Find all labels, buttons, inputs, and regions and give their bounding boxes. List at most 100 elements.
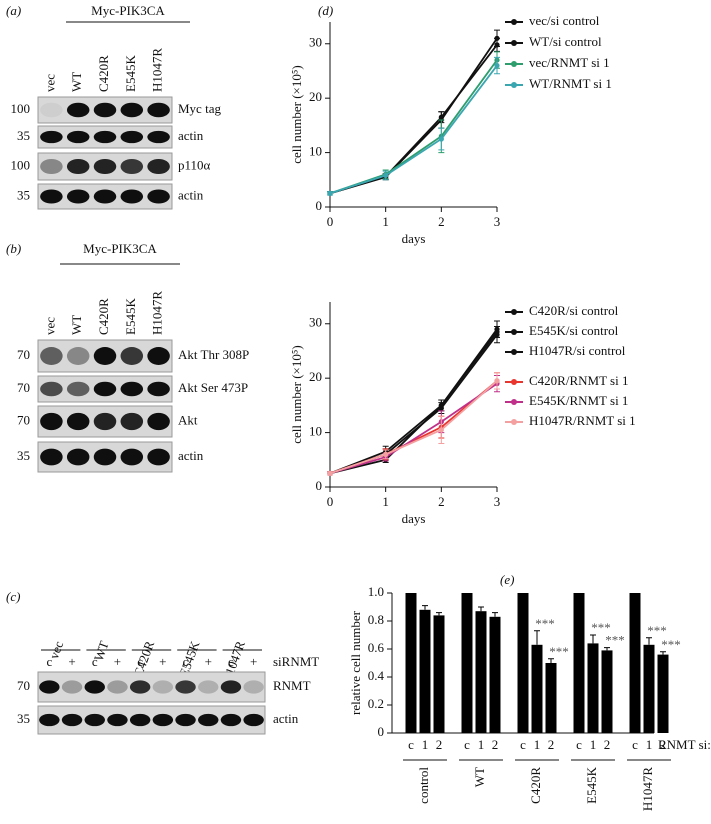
band (107, 713, 128, 727)
data-point (438, 402, 444, 408)
band (147, 189, 170, 204)
band (147, 381, 170, 397)
legend-label: E545K/RNMT si 1 (529, 393, 628, 408)
error-bar (604, 647, 610, 651)
legend-label: H1047R/RNMT si 1 (529, 413, 636, 428)
bar (629, 593, 641, 733)
bar (433, 615, 445, 733)
size-marker: 35 (17, 711, 30, 726)
bar-label: 2 (660, 737, 667, 752)
band (66, 189, 90, 204)
lane-label: vec (42, 74, 57, 92)
bar (587, 643, 599, 733)
size-marker: 100 (11, 157, 31, 172)
data-point (383, 172, 389, 179)
band (243, 680, 264, 694)
legend-marker (511, 349, 517, 355)
band (93, 381, 117, 397)
data-point (494, 329, 500, 335)
treatment-label: siRNMT (273, 654, 319, 669)
lane-label: E545K (123, 55, 138, 92)
band (66, 130, 90, 144)
band (66, 381, 90, 397)
x-tick-label: 2 (438, 214, 445, 229)
band (147, 347, 170, 365)
bar-label: c (576, 737, 582, 752)
band (120, 448, 144, 466)
band (93, 412, 117, 431)
lane-label: + (159, 654, 166, 669)
lane-label: + (68, 654, 75, 669)
band (40, 158, 63, 175)
row-label: Myc tag (178, 101, 221, 116)
data-point (438, 114, 444, 120)
size-marker: 70 (17, 347, 30, 362)
bar (531, 644, 543, 733)
significance-label: *** (549, 644, 569, 659)
bar (643, 644, 655, 733)
legend-marker (511, 40, 517, 46)
data-point (494, 62, 500, 69)
bar-label: 2 (548, 737, 555, 752)
row-label: actin (273, 711, 299, 726)
bar-label: 1 (534, 737, 541, 752)
error-bar (534, 630, 540, 645)
band (220, 680, 242, 694)
bar (405, 593, 417, 733)
y-tick-label: 0.8 (368, 612, 384, 627)
lane-label: c (228, 654, 234, 669)
panel-label: (a) (6, 3, 21, 18)
lane-label: c (183, 654, 189, 669)
lane-label: vec (42, 317, 57, 335)
legend-label: H1047R/si control (529, 343, 626, 358)
data-point (327, 190, 333, 196)
legend-marker (511, 329, 517, 335)
y-tick-label: 10 (309, 144, 322, 159)
band (175, 713, 196, 727)
legend-marker (511, 19, 517, 25)
lane-label: + (114, 654, 121, 669)
y-tick-label: 1.0 (368, 584, 384, 599)
significance-label: *** (591, 620, 611, 635)
band (120, 158, 144, 175)
series-line (329, 331, 498, 475)
band (66, 347, 90, 365)
band (198, 713, 219, 727)
legend-label: C420R/RNMT si 1 (529, 373, 628, 388)
series-line (329, 382, 498, 475)
series-line (329, 380, 498, 475)
bar (573, 593, 585, 733)
group-label: Myc-PIK3CA (91, 3, 165, 18)
x-tick-label: 1 (382, 494, 389, 509)
lane-label: c (46, 654, 52, 669)
row-label: Akt Thr 308P (178, 347, 249, 362)
band (129, 713, 151, 727)
x-tick-label: E545K (584, 766, 599, 803)
series-line (329, 59, 498, 195)
legend-label: WT/si control (529, 34, 602, 49)
y-axis-label: cell number (×10⁵) (289, 65, 304, 164)
y-tick-label: 0 (316, 478, 323, 493)
band (120, 189, 144, 204)
band (61, 680, 83, 694)
legend-marker (511, 82, 517, 88)
y-tick-label: 0 (378, 724, 385, 739)
band (175, 680, 196, 694)
panel-label: (b) (6, 241, 21, 256)
lane-label: + (205, 654, 212, 669)
x-tick-label: 0 (327, 214, 334, 229)
series-line (329, 37, 498, 195)
band (66, 158, 90, 175)
group-label: WT (91, 639, 112, 663)
legend-label: E545K/si control (529, 323, 619, 338)
lane-label: C420R (96, 55, 111, 92)
y-axis-label: relative cell number (348, 610, 363, 715)
lane-label: WT (69, 315, 84, 335)
band (40, 381, 63, 397)
y-tick-label: 20 (309, 369, 322, 384)
band (40, 189, 63, 204)
band (243, 713, 264, 727)
bar-label: c (408, 737, 414, 752)
size-marker: 70 (17, 678, 30, 693)
